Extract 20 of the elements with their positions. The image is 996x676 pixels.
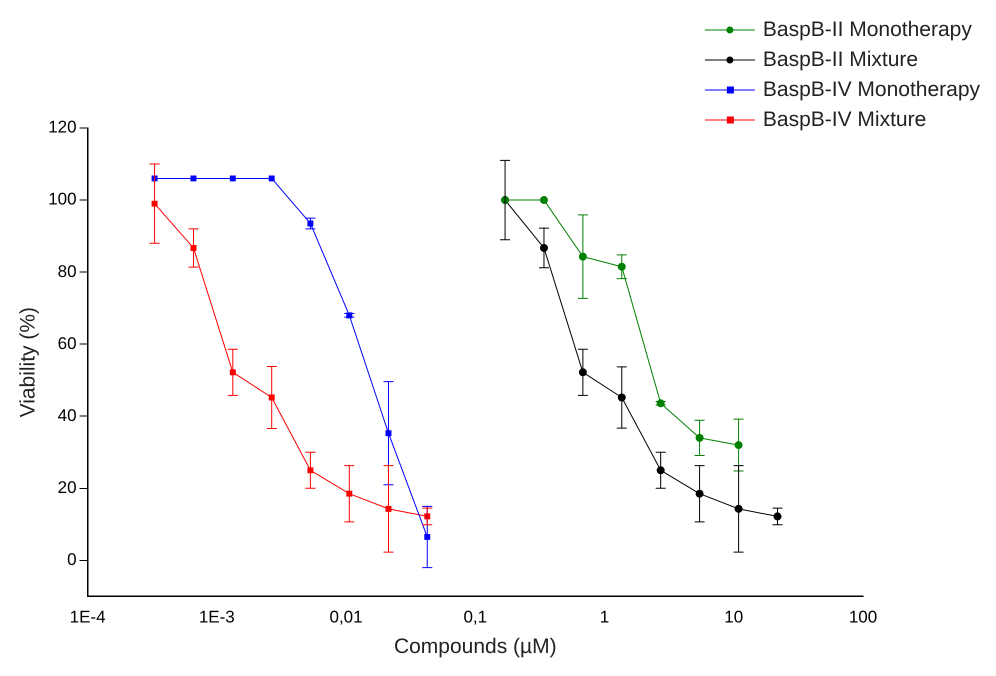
- x-tick-label: 1: [600, 607, 610, 626]
- x-tick-label: 10: [724, 607, 744, 626]
- y-tick-label: 100: [48, 190, 77, 209]
- y-tick-label: 20: [58, 478, 77, 497]
- y-tick-label: 120: [48, 118, 77, 137]
- legend-label: BaspB-IV Mixture: [762, 108, 926, 131]
- x-axis-title: Compounds (µM): [394, 635, 557, 658]
- x-tick-label: 1E-3: [198, 607, 235, 626]
- x-tick-label: 100: [848, 607, 878, 626]
- y-tick-label: 80: [58, 262, 77, 281]
- legend-label: BaspB-IV Monotherapy: [762, 78, 980, 101]
- y-tick-label: 40: [58, 406, 77, 425]
- legend-label: BaspB-II Mixture: [762, 48, 918, 71]
- y-tick-label: 0: [67, 550, 77, 570]
- x-tick-label: 0,01: [329, 607, 363, 626]
- y-axis-title: Viability (%): [16, 306, 40, 418]
- legend-label: BaspB-II Monotherapy: [762, 18, 972, 41]
- y-tick-label: 60: [58, 334, 77, 353]
- x-tick-label: 0,1: [463, 607, 488, 626]
- x-tick-label: 1E-4: [70, 607, 106, 626]
